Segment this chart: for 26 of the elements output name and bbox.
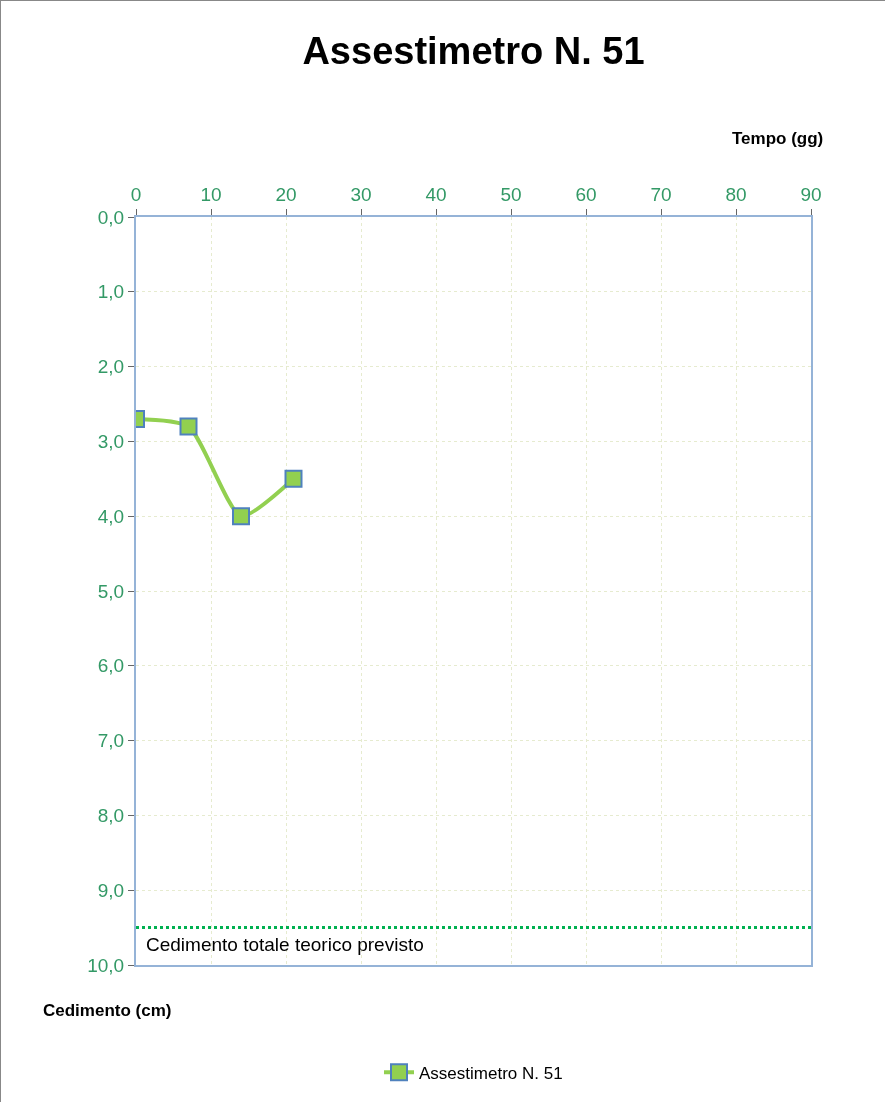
legend-label: Assestimetro N. 51 [419,1063,563,1083]
y-tick-label: 10,0 [87,954,125,976]
y-tick-label: 1,0 [97,281,125,303]
ref-line-label: Cedimento totale teorico previsto [146,934,424,955]
y-tick-label: 9,0 [97,879,125,901]
x-tick-label: 90 [800,184,822,206]
y-tick-label: 7,0 [97,730,125,752]
x-tick-label: 60 [575,184,597,206]
x-tick-label: 70 [650,184,672,206]
chart-title: Assestimetro N. 51 [302,29,645,72]
x-axis-title: Tempo (gg) [732,129,824,148]
x-tick-label: 80 [725,184,747,206]
y-tick-label: 5,0 [97,580,125,602]
y-axis-title: Cedimento (cm) [43,1001,172,1020]
y-tick-label: 4,0 [97,505,125,527]
x-tick-label: 20 [275,184,297,206]
x-tick-label: 30 [350,184,372,206]
y-tick-label: 8,0 [97,805,125,827]
y-tick-label: 3,0 [97,431,125,453]
x-tick-label: 0 [130,184,142,206]
x-tick-label: 40 [425,184,447,206]
y-tick-label: 0,0 [97,206,125,228]
x-tick-label: 50 [500,184,522,206]
x-tick-label: 10 [200,184,222,206]
y-tick-label: 6,0 [97,655,125,677]
y-tick-label: 2,0 [97,356,125,378]
